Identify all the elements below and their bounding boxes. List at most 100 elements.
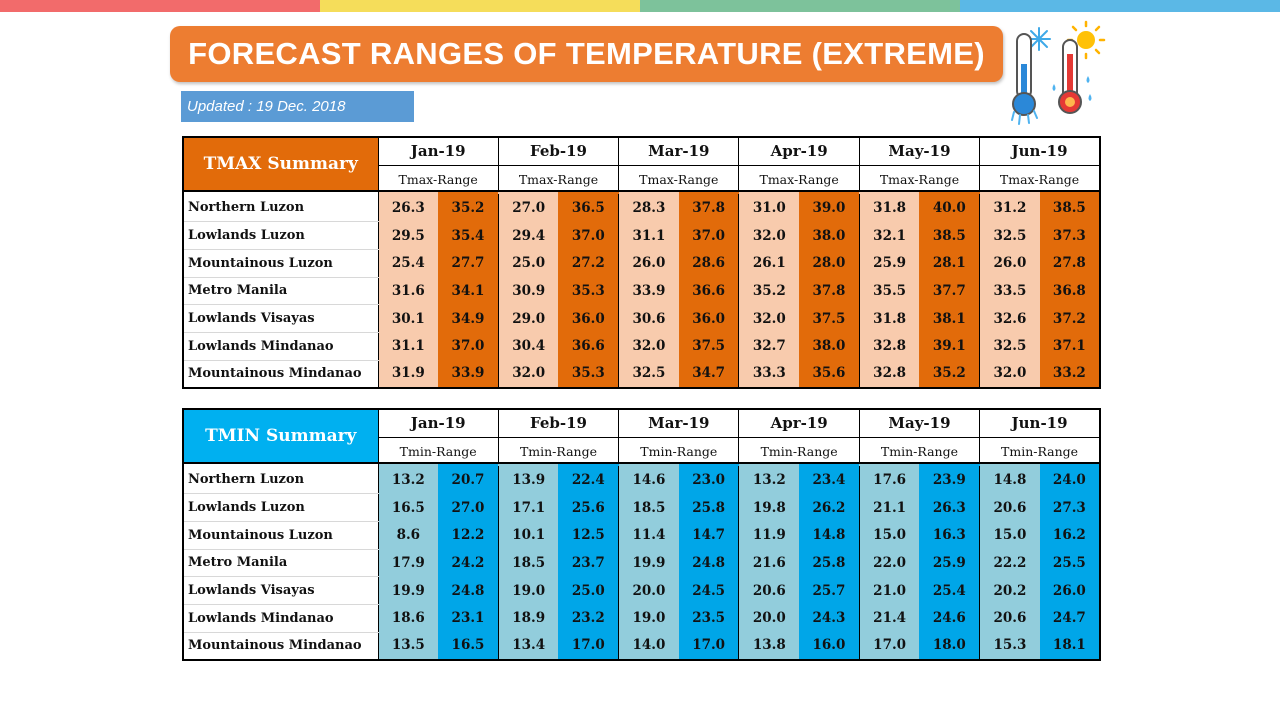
tmin-low-value: 19.9 — [377, 576, 439, 605]
table-row: Mountainous Mindanao 13.5 16.5 13.4 17.0 14.0… — [183, 632, 1100, 661]
tmax-high-value: 38.5 — [1039, 194, 1100, 222]
tmax-high-value: 37.5 — [678, 332, 739, 361]
tmax-low-value: 32.1 — [858, 221, 920, 250]
tmin-high-value: 25.5 — [1039, 549, 1100, 577]
table-row: Northern Luzon 26.3 35.2 27.0 36.5 28.3 37.8 31… — [183, 194, 1100, 223]
tmax-low-value: 30.6 — [618, 304, 679, 333]
tmin-low-value: 20.2 — [979, 576, 1040, 605]
tmax-high-value: 39.0 — [799, 194, 860, 222]
tmin-high-value: 25.4 — [919, 576, 980, 605]
tmax-low-value: 26.0 — [979, 249, 1040, 278]
tmin-low-value: 21.6 — [738, 549, 800, 577]
tmin-high-value: 17.0 — [678, 632, 739, 660]
tmax-high-value: 34.1 — [438, 277, 499, 305]
tmax-low-value: 29.5 — [377, 221, 439, 250]
top-bar-segment-red — [0, 0, 320, 12]
table-row: Northern Luzon 13.2 20.7 13.9 22.4 14.6 23.0 13… — [183, 466, 1100, 495]
tmax-high-value: 35.4 — [438, 221, 499, 250]
tmin-low-value: 19.0 — [618, 604, 679, 633]
tmin-high-value: 24.0 — [1039, 466, 1100, 494]
tmax-low-value: 25.9 — [858, 249, 920, 278]
table-row: Mountainous Luzon 8.6 12.2 10.1 12.5 11.4 14.7… — [183, 521, 1100, 550]
tmax-low-value: 29.4 — [497, 221, 559, 250]
region-label-metro-manila: Metro Manila — [183, 549, 379, 578]
tmin-low-value: 13.2 — [738, 466, 800, 494]
tmin-high-value: 14.7 — [678, 521, 739, 550]
tmin-high-value: 23.2 — [558, 604, 619, 633]
tmax-month-apr-19: Apr-19 — [738, 137, 860, 166]
tmin-high-value: 25.6 — [558, 493, 619, 522]
tmax-high-value: 27.7 — [438, 249, 499, 278]
tmin-low-value: 20.6 — [979, 604, 1040, 633]
tmin-month-feb-19: Feb-19 — [497, 409, 619, 438]
tmin-spacer-cell — [618, 462, 679, 466]
tmax-high-value: 37.0 — [558, 221, 619, 250]
tmin-low-value: 8.6 — [377, 521, 439, 550]
tmin-range-label: Tmin-Range — [377, 437, 499, 463]
table-row: Lowlands Mindanao 18.6 23.1 18.9 23.2 19.0 23.… — [183, 604, 1100, 633]
tmax-low-value: 30.1 — [377, 304, 439, 333]
tmax-low-value: 32.0 — [618, 332, 679, 361]
tmax-high-value: 36.0 — [558, 304, 619, 333]
tmax-low-value: 32.6 — [979, 304, 1040, 333]
tmin-high-value: 16.0 — [799, 632, 860, 660]
tmax-high-value: 35.3 — [558, 360, 619, 388]
tmax-high-value: 37.1 — [1039, 332, 1100, 361]
tmin-range-label: Tmin-Range — [497, 437, 619, 463]
tmax-month-feb-19: Feb-19 — [497, 137, 619, 166]
tmin-range-label: Tmin-Range — [858, 437, 980, 463]
tmax-spacer-cell — [799, 190, 860, 194]
tmin-high-value: 16.2 — [1039, 521, 1100, 550]
updated-badge: Updated : 19 Dec. 2018 — [181, 91, 414, 122]
tmin-high-value: 23.7 — [558, 549, 619, 577]
region-label-northern-luzon: Northern Luzon — [183, 466, 379, 495]
tmax-low-value: 32.7 — [738, 332, 800, 361]
tmax-range-label: Tmax-Range — [377, 165, 499, 191]
tmax-high-value: 27.8 — [1039, 249, 1100, 278]
tmax-low-value: 32.8 — [858, 332, 920, 361]
tmin-spacer-cell — [1039, 462, 1100, 466]
region-label-mountainous-mindanao: Mountainous Mindanao — [183, 360, 379, 389]
tmax-high-value: 35.6 — [799, 360, 860, 388]
tmin-low-value: 22.0 — [858, 549, 920, 577]
table-row: Lowlands Visayas 30.1 34.9 29.0 36.0 30.6 36.0… — [183, 304, 1100, 333]
tmin-low-value: 13.8 — [738, 632, 800, 660]
tmin-high-value: 12.2 — [438, 521, 499, 550]
tmax-spacer-cell — [738, 190, 800, 194]
tmax-low-value: 26.3 — [377, 194, 439, 222]
tmax-high-value: 28.1 — [919, 249, 980, 278]
tmin-low-value: 15.3 — [979, 632, 1040, 660]
tmin-range-label: Tmin-Range — [979, 437, 1100, 463]
tmin-low-value: 11.9 — [738, 521, 800, 550]
tmin-low-value: 13.2 — [377, 466, 439, 494]
tmax-low-value: 31.8 — [858, 304, 920, 333]
tmax-high-value: 37.3 — [1039, 221, 1100, 250]
tmin-low-value: 21.1 — [858, 493, 920, 522]
tmax-low-value: 32.0 — [738, 304, 800, 333]
tmin-high-value: 24.2 — [438, 549, 499, 577]
tmax-range-label: Tmax-Range — [858, 165, 980, 191]
tmax-high-value: 34.7 — [678, 360, 739, 388]
tmin-low-value: 10.1 — [497, 521, 559, 550]
tmax-low-value: 25.4 — [377, 249, 439, 278]
tmax-low-value: 35.5 — [858, 277, 920, 305]
tmin-low-value: 19.9 — [618, 549, 679, 577]
tmin-high-value: 20.7 — [438, 466, 499, 494]
tmin-low-value: 16.5 — [377, 493, 439, 522]
top-bar-segment-yellow — [320, 0, 640, 12]
tmin-high-value: 27.3 — [1039, 493, 1100, 522]
tmin-summary-label: TMIN Summary — [183, 409, 379, 463]
tmax-low-value: 32.5 — [979, 332, 1040, 361]
tmax-high-value: 37.0 — [438, 332, 499, 361]
table-row: Mountainous Luzon 25.4 27.7 25.0 27.2 26.0 28.… — [183, 249, 1100, 278]
tmin-high-value: 23.0 — [678, 466, 739, 494]
tmin-range-label: Tmin-Range — [618, 437, 739, 463]
tmax-low-value: 30.9 — [497, 277, 559, 305]
tmin-low-value: 13.9 — [497, 466, 559, 494]
tmin-low-value: 13.5 — [377, 632, 439, 660]
tmax-spacer-cell — [438, 190, 499, 194]
tmin-high-value: 23.9 — [919, 466, 980, 494]
tmin-high-value: 24.6 — [919, 604, 980, 633]
tmax-month-may-19: May-19 — [858, 137, 980, 166]
region-label-lowlands-mindanao: Lowlands Mindanao — [183, 332, 379, 361]
